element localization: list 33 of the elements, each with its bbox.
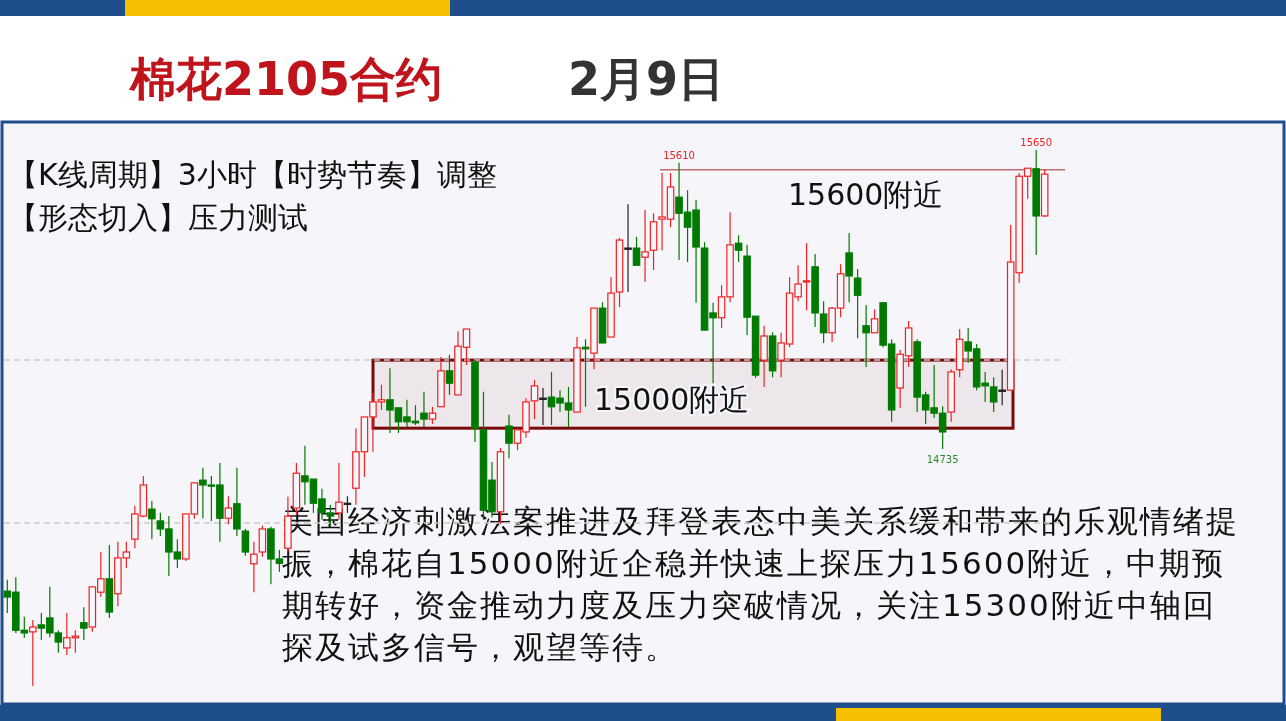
annotation: 15610 (663, 149, 695, 161)
ref-line-label: 15600附近 (788, 176, 944, 212)
candlestick (250, 541, 258, 593)
annotation: 14735 (926, 454, 959, 466)
candlestick (581, 338, 590, 408)
candlestick (420, 391, 428, 428)
chart-title: 棉花2105合约 (128, 52, 443, 106)
candlestick (734, 234, 743, 263)
candlestick (845, 232, 853, 303)
candlestick (802, 242, 811, 311)
candlestick (632, 236, 641, 266)
candlestick (641, 209, 649, 283)
candlestick (530, 379, 539, 420)
annotation: 【K线周期】3小时【时势节奏】调整 (8, 157, 497, 192)
candlestick (539, 387, 547, 426)
candlestick (870, 308, 879, 334)
candlestick (148, 500, 156, 540)
annotation: 15650 (1020, 137, 1053, 148)
band-label: 15000附近 (594, 382, 750, 418)
candlestick (989, 376, 998, 413)
candlestick (224, 495, 233, 525)
chart-subtitle: 2月9日 (568, 52, 725, 106)
candlestick (80, 606, 88, 641)
annotation: 【形态切入】压力测试 (8, 200, 308, 235)
candlestick (445, 354, 454, 396)
candlestick (862, 304, 870, 368)
candlestick (241, 528, 250, 557)
candlestick (853, 268, 862, 339)
candlestick (998, 369, 1006, 406)
candlestick (29, 619, 37, 687)
candlestick (624, 203, 632, 293)
candlestick (258, 525, 267, 558)
candlestick (505, 414, 513, 459)
